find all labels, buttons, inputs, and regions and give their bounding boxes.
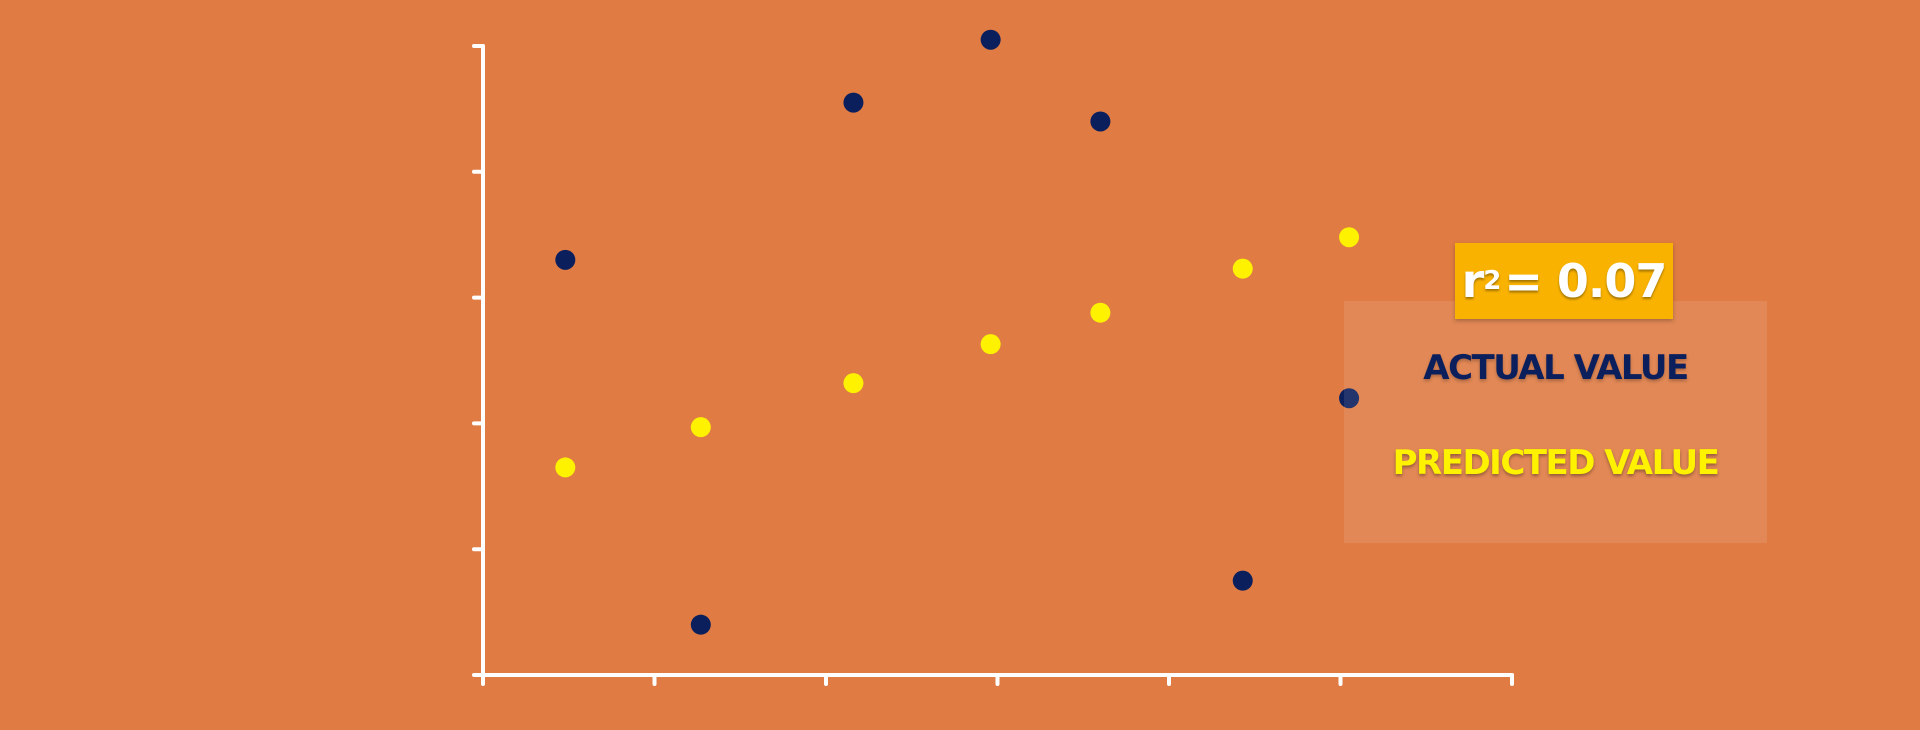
- predicted-value-point: [1232, 258, 1253, 279]
- predicted-value-point: [555, 457, 576, 478]
- r-squared-value: = 0.07: [1504, 254, 1667, 308]
- legend-panel: [1344, 301, 1767, 543]
- r-exponent: 2: [1483, 266, 1501, 296]
- actual-value-point: [1339, 388, 1360, 409]
- predicted-value-point: [1339, 227, 1360, 248]
- actual-value-point: [980, 29, 1001, 50]
- r-symbol: r: [1461, 254, 1485, 308]
- actual-value-point: [690, 614, 711, 635]
- actual-value-point: [1232, 570, 1253, 591]
- predicted-value-series: [555, 227, 1360, 478]
- r-squared-badge: r 2 = 0.07: [1455, 243, 1673, 319]
- legend-predicted-label: PREDICTED VALUE: [1392, 443, 1720, 483]
- predicted-value-point: [980, 334, 1001, 355]
- predicted-value-point: [843, 373, 864, 394]
- chart-axes: [472, 44, 1514, 686]
- actual-value-point: [555, 249, 576, 270]
- predicted-value-point: [690, 417, 711, 438]
- legend-actual-label: ACTUAL VALUE: [1423, 348, 1689, 388]
- actual-value-point: [843, 92, 864, 113]
- actual-value-series: [555, 29, 1360, 635]
- chart-points: [555, 29, 1360, 635]
- predicted-value-point: [1090, 302, 1111, 323]
- actual-value-point: [1090, 111, 1111, 132]
